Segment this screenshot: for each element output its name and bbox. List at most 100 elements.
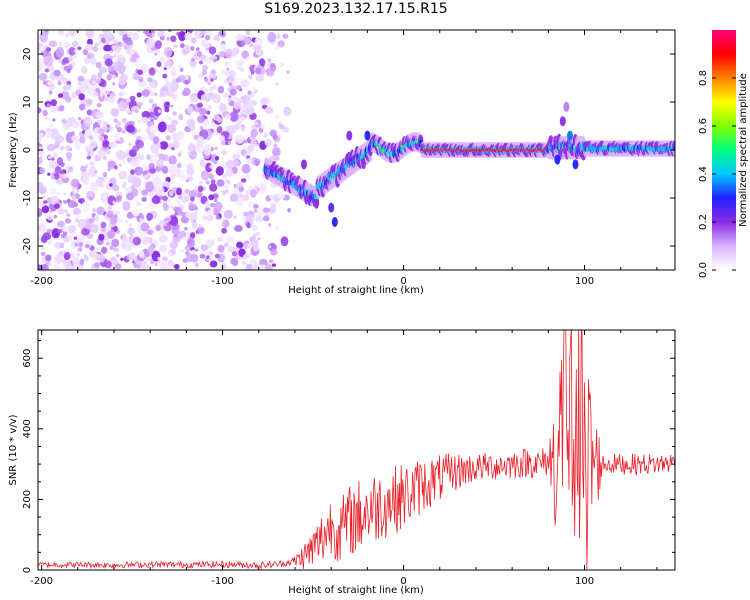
colorbar-tick-label: 0.6 [698,118,709,134]
spectrogram-cell [213,85,217,90]
spectrogram-cell [77,198,82,203]
spectrogram-cell [170,172,176,179]
spectrogram-cell [134,109,139,114]
spectrogram-cell [254,121,259,126]
spectrogram-cell [227,97,232,102]
spectrogram-cell [196,136,205,147]
spectrogram-cell [122,200,131,211]
spectrogram-cell [277,192,286,200]
x-tick-label: 0 [400,276,406,287]
spectrogram-cell [246,222,251,229]
spectrogram-cell [44,116,50,121]
spectrogram-cell [245,30,251,36]
spectrogram-cell [243,253,250,260]
spectrogram-cell [262,207,270,213]
spectrogram-cell [227,246,236,253]
spectrogram-cell [268,245,272,249]
spectrogram-cell [202,64,209,72]
spectrogram-cell [229,125,237,134]
spectrogram-cell [142,116,149,124]
spectrogram-cell [83,98,93,107]
spectrogram-cell [163,223,167,226]
spectrogram-cell [100,246,108,254]
spectrogram-cell [61,173,68,179]
spectrogram-cell [121,159,125,164]
spectrogram-cell [154,40,162,49]
spectrogram-cell [208,173,215,180]
spectrogram-cell [184,79,189,85]
spectrogram-cell [112,184,120,192]
spectrogram-cell [125,39,133,46]
spectrogram-cell [270,248,278,256]
spectrogram-cell [224,61,230,67]
spectrogram-cell [77,81,83,86]
spectrogram-cell [243,139,248,144]
spectrogram-cell [121,183,127,189]
spectrogram-cell [63,251,71,261]
spectrogram-cell [255,215,264,223]
spectrogram-cell [97,72,103,78]
spectrogram-cell [117,41,122,46]
spectrogram-cell [264,263,274,270]
spectrogram-cell [166,101,170,105]
spectrogram-cell [62,192,67,197]
spectrogram-cell [229,111,239,122]
spectrogram-cell [81,227,90,236]
spectrogram-cell [159,229,165,237]
spectrogram-cell [225,114,232,120]
spectrogram-cell [54,253,63,265]
spectrogram-cell [65,145,71,152]
spectrogram-cell [243,211,249,217]
spectrogram-cell [64,218,72,224]
spectrogram-cell [236,133,244,141]
spectrogram-cell [157,121,167,133]
spectrogram-cell [157,256,162,261]
spectrogram-cell [179,149,183,153]
spectrogram-cell [195,262,199,268]
spectrogram-cell [72,40,79,47]
spectrogram-cell [567,130,573,141]
spectrogram-cell [152,136,160,145]
spectrogram-cell [196,115,205,124]
spectrogram-cell [141,196,147,202]
spectrogram-cell [125,243,132,252]
spectrogram-cell [135,239,140,245]
spectrogram-cell [40,235,48,243]
spectrogram-cell [227,140,232,146]
y-tick-label: 20 [22,48,33,61]
spectrogram-cell [115,263,122,270]
spectrogram-cell [184,196,190,202]
spectrogram-cell [72,54,77,59]
spectrogram-cell [194,211,198,215]
colorbar-tick-label: 0.2 [698,214,709,230]
spectrogram-cell [190,46,195,51]
spectrogram-cell [129,223,133,227]
spectrogram-cell [159,244,168,253]
spectrogram-cell [38,137,42,142]
spectrogram-cell [167,163,177,174]
spectrogram-cell [234,225,243,232]
spectrogram-cell [213,198,218,203]
spectrogram-cell [120,73,128,82]
spectrogram-cell [94,78,102,84]
spectrogram-cell [109,55,114,60]
spectrogram-cell [104,97,108,101]
spectrogram-cell [166,36,170,41]
spectrogram-cell [87,38,93,46]
spectrogram-cell [42,195,46,200]
spectrogram-cell [78,93,85,101]
spectrogram-cell [100,79,107,88]
spectrogram-cell [83,117,93,127]
spectrogram-cell [72,120,80,129]
spectrogram-cell [44,68,49,73]
spectrogram-cell [48,262,52,267]
spectrogram-ylabel: Frequency (Hz) [8,112,19,188]
spectrogram-cell [148,111,155,118]
spectrogram-cell [74,264,83,270]
x-tick-label: -200 [30,576,53,587]
spectrogram-cell [253,209,258,213]
spectrogram-cell [196,226,205,235]
spectrogram-cell [244,173,250,179]
spectrogram-cell [220,263,227,270]
